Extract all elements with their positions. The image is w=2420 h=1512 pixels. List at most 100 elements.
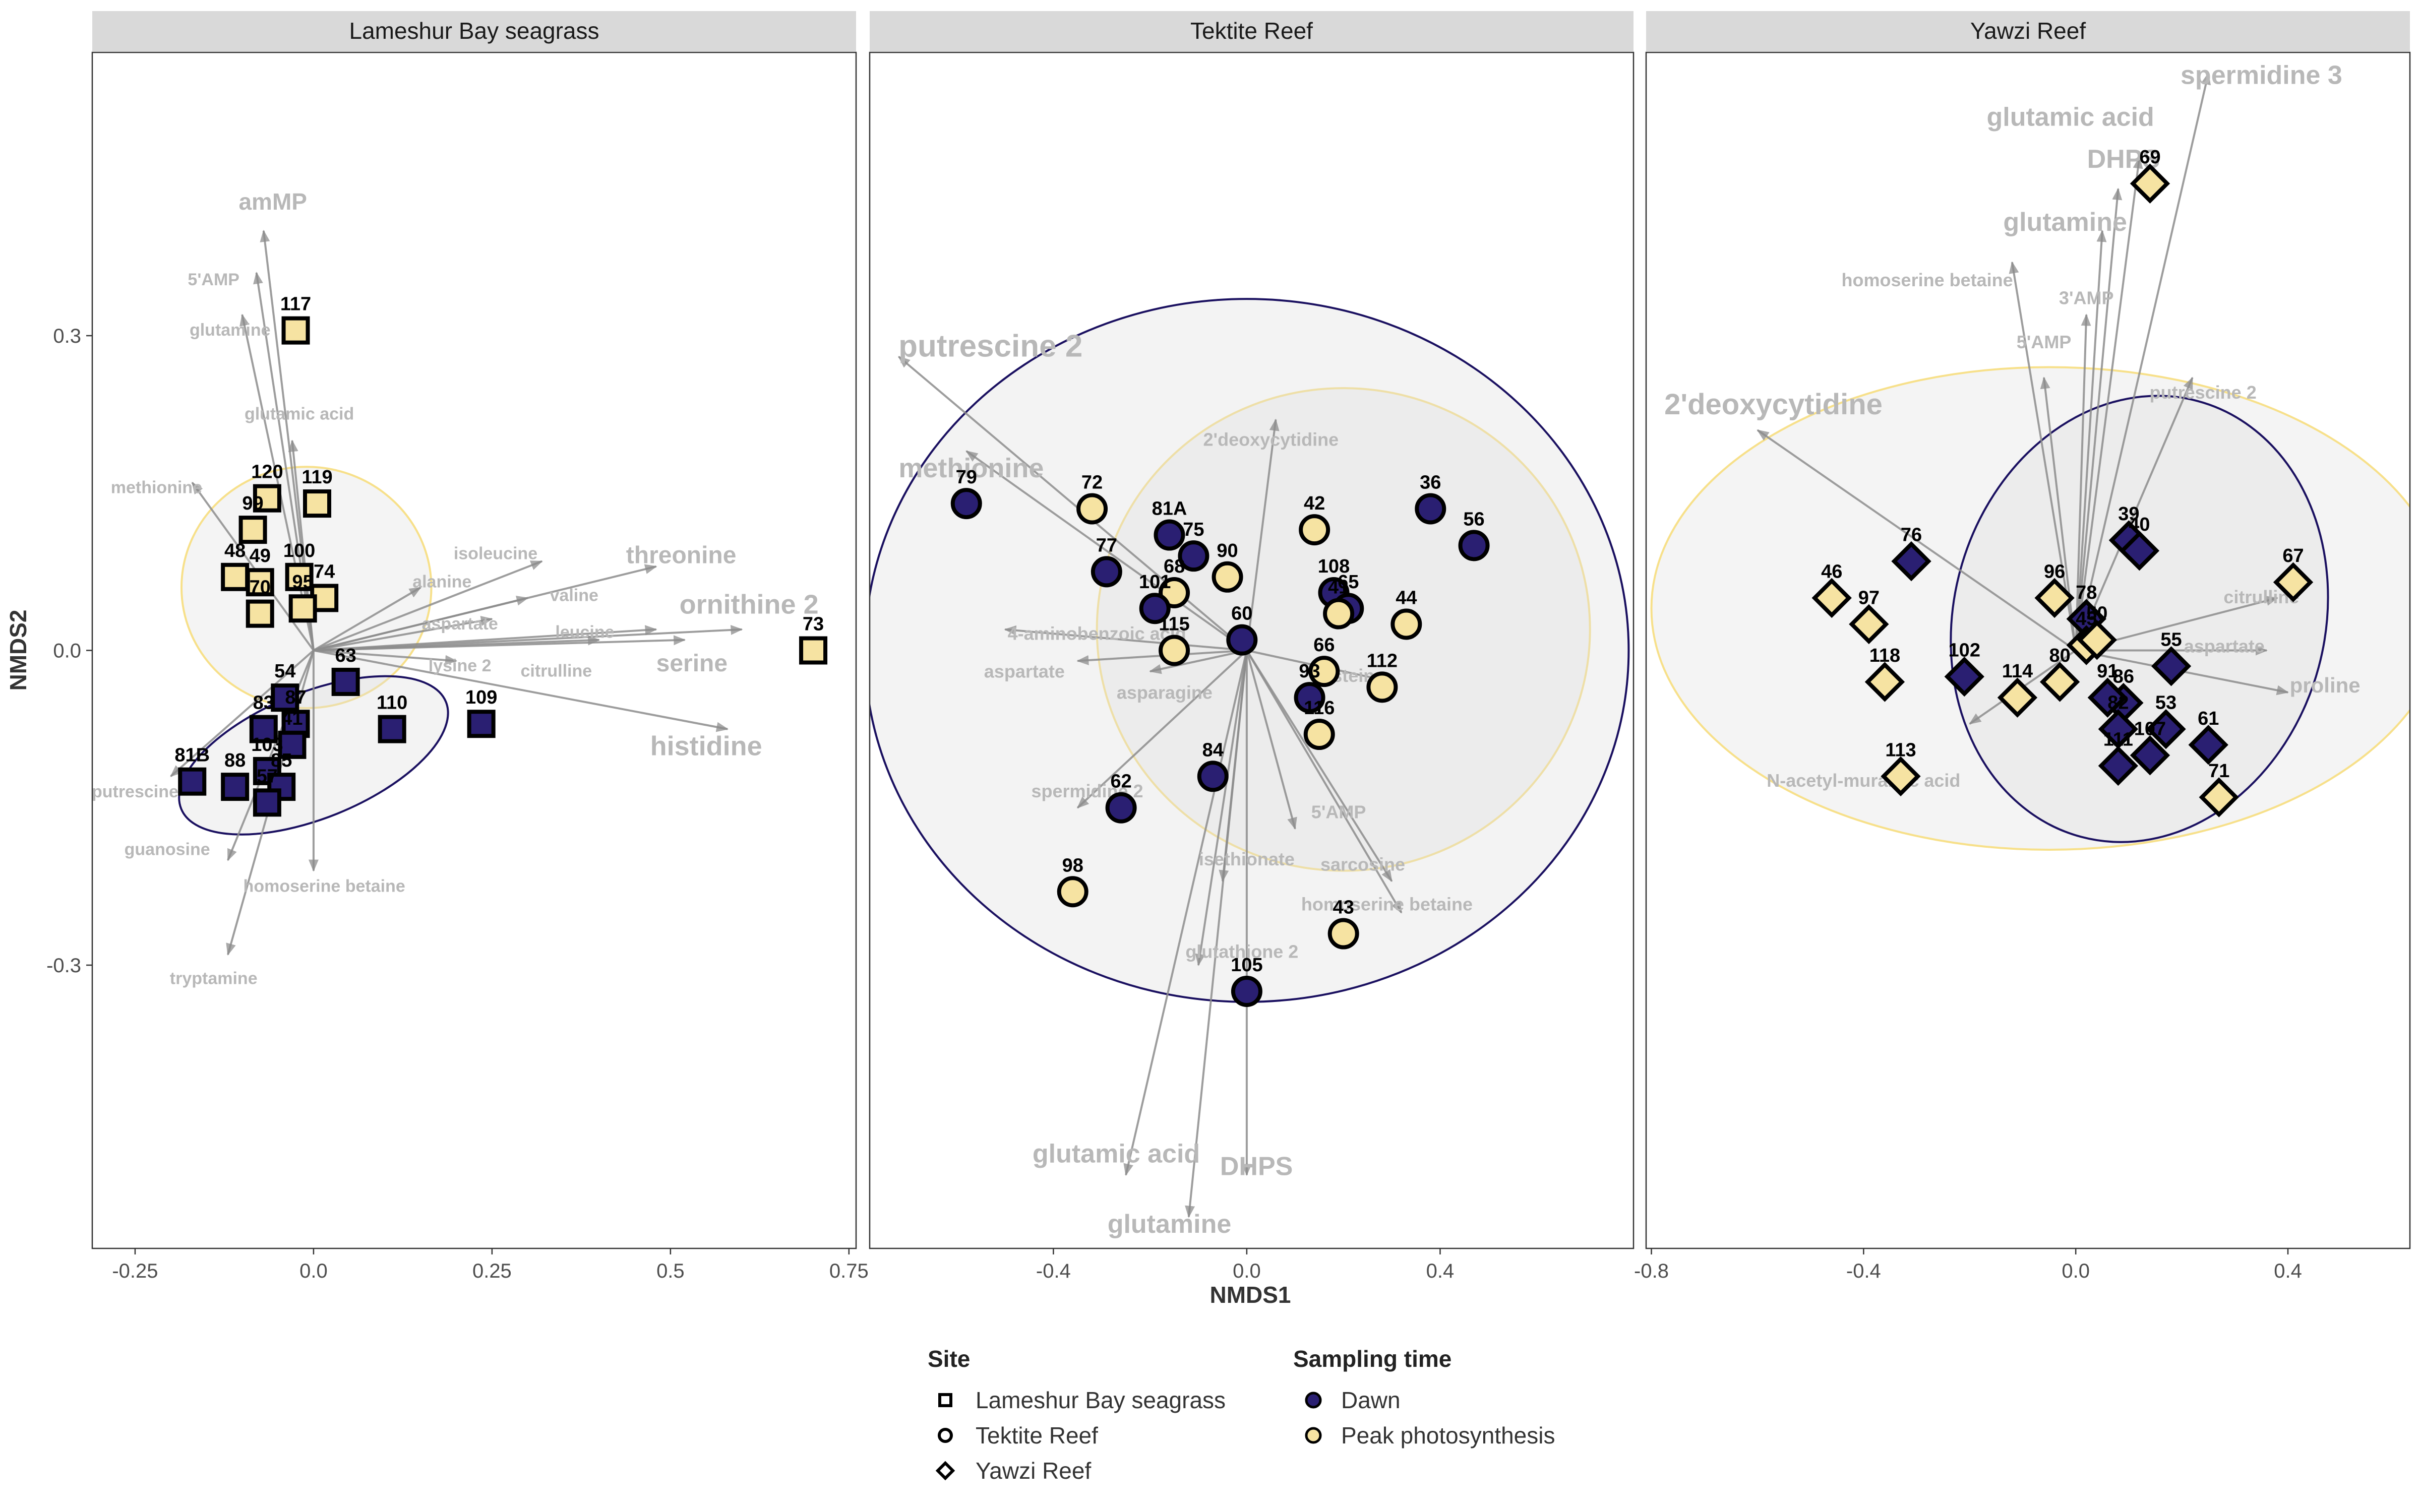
- sample-label: 50: [2086, 603, 2107, 624]
- sample-point: [2146, 709, 2186, 749]
- sample-point: [1076, 493, 1108, 525]
- loading-label: leucine: [555, 623, 614, 642]
- loading-arrow: [1245, 418, 1280, 651]
- plot-area: putrescine 2 methionine 2'deoxycytidine 4-a…: [870, 298, 1630, 1239]
- loading-arrow: [313, 560, 543, 652]
- loading-arrow: [313, 616, 493, 652]
- sample-label: 85: [271, 750, 292, 771]
- sample-point: [467, 710, 496, 738]
- sample-label: 100: [283, 540, 315, 561]
- sample-label: 73: [803, 614, 824, 635]
- sample-point: [246, 599, 274, 628]
- loading-label: DHPS: [1220, 1152, 1293, 1181]
- sample-label: 71: [2208, 761, 2229, 782]
- sample-point: [1308, 656, 1340, 687]
- sample-label: 54: [274, 661, 295, 682]
- sample-label: 99: [242, 493, 263, 514]
- sample-label: 118: [1869, 645, 1900, 666]
- loading-label: 4-aminobenzoic acid: [1008, 623, 1186, 644]
- sample-label: 86: [2113, 666, 2134, 687]
- loading-label: glutamine: [2003, 208, 2127, 237]
- sample-label: 45: [2076, 608, 2097, 629]
- facet-strip: [92, 11, 856, 51]
- sample-label: 96: [2044, 561, 2065, 582]
- sample-label: 49: [250, 545, 271, 566]
- sample-label: 119: [301, 467, 332, 488]
- sample-label: 66: [1313, 635, 1335, 656]
- loading-label: glutamic acid: [245, 405, 354, 424]
- sample-label: 53: [2155, 692, 2176, 714]
- sample-label: 90: [1217, 540, 1238, 561]
- legend-site-label: Yawzi Reef: [976, 1458, 1091, 1484]
- sample-point: [1458, 530, 1490, 561]
- legend-key-color: [1305, 1392, 1322, 1409]
- loading-arrow: [1245, 650, 1297, 830]
- loading-arrow: [1123, 650, 1248, 1176]
- sample-point: [2039, 662, 2080, 702]
- sample-point: [2130, 735, 2170, 776]
- loading-arrow: [1185, 650, 1248, 1218]
- y-tick-label: -0.3: [46, 955, 81, 977]
- sample-point: [281, 316, 310, 345]
- loading-label: glutamic acid: [1987, 103, 2154, 132]
- loading-arrow: [1004, 625, 1247, 652]
- loading-label: putrescine 2: [2150, 382, 2257, 403]
- loading-label: 2'deoxycytidine: [1664, 388, 1883, 421]
- sample-point: [2077, 620, 2117, 660]
- sample-label: 95: [292, 572, 314, 593]
- x-tick-label: 0.25: [472, 1260, 512, 1282]
- sample-label: 69: [2139, 147, 2160, 168]
- loading-arrow: [1076, 650, 1248, 809]
- loading-label: ornithine 2: [680, 590, 819, 620]
- loading-label: alanine: [412, 573, 471, 592]
- plot-background: [1646, 52, 2410, 1248]
- legend-site-title: Site: [928, 1346, 970, 1372]
- loading-label: glutamic acid: [1033, 1139, 1200, 1168]
- x-tick-label: 0.0: [2062, 1260, 2090, 1282]
- sample-label: 41: [1328, 577, 1349, 598]
- sample-point: [1390, 608, 1422, 640]
- sample-label: 82: [2107, 692, 2129, 714]
- x-tick-label: -0.25: [112, 1260, 158, 1282]
- legend-time-label: Dawn: [1341, 1387, 1401, 1413]
- sample-label: 111: [2103, 729, 2133, 750]
- loading-label: amMP: [238, 188, 307, 215]
- sample-point: [1997, 677, 2038, 718]
- loading-arrow: [1246, 650, 1403, 914]
- loading-label: lysine 2: [429, 656, 492, 675]
- loading-label: homoserine betaine: [1301, 894, 1473, 915]
- sample-label: 42: [1304, 493, 1325, 514]
- sample-point: [278, 730, 307, 759]
- x-axis-title: NMDS1: [1209, 1282, 1291, 1308]
- legend-time-label: Peak photosynthesis: [1341, 1422, 1555, 1448]
- sample-label: 36: [1420, 472, 1441, 493]
- sample-label: 55: [2160, 629, 2182, 651]
- loading-arrow: [227, 650, 315, 861]
- x-tick-label: -0.8: [1634, 1260, 1669, 1282]
- loading-arrow: [2075, 187, 2123, 651]
- sample-point: [950, 488, 982, 520]
- sample-point: [1159, 635, 1190, 666]
- loading-label: N-acetyl-muramic acid: [1767, 770, 1960, 791]
- sample-label: 74: [314, 561, 335, 582]
- sample-point: [2098, 745, 2139, 786]
- sample-label: 117: [280, 294, 311, 315]
- sample-label: 81A: [1152, 498, 1187, 520]
- legend-key-diamond: [935, 1461, 955, 1481]
- legend-site-label: Lameshur Bay seagrass: [976, 1387, 1226, 1413]
- loading-arrow: [2075, 376, 2194, 651]
- loading-arrow: [2009, 261, 2077, 651]
- sample-point: [246, 568, 274, 597]
- sample-label: 114: [2002, 661, 2033, 682]
- loading-arrow: [1149, 649, 1247, 674]
- sample-point: [1212, 561, 1243, 593]
- facet-title: Tektite Reef: [1190, 18, 1313, 44]
- sample-label: 98: [1062, 855, 1083, 876]
- loading-label: spermidine 3: [2181, 60, 2342, 90]
- sample-point: [303, 489, 332, 518]
- loading-label: putrescine 2: [898, 329, 1082, 364]
- x-tick-label: 0.5: [656, 1260, 685, 1282]
- sample-point: [2273, 562, 2314, 602]
